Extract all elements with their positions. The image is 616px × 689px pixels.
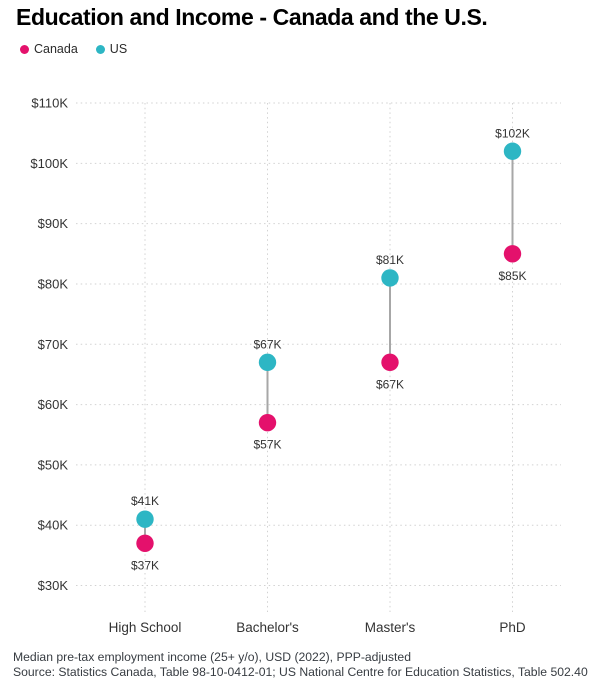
dumbbell-chart: $110K $100K $90K $80K $70K $60K $50K $40K $30K Hi… — [0, 80, 616, 645]
legend-item-us[interactable]: US — [95, 42, 128, 56]
x-category-label-high-school: High School — [109, 620, 182, 635]
footnote-measure: Median pre-tax employment income (25+ y/… — [13, 650, 411, 664]
y-tick-label: $30K — [38, 578, 69, 593]
dot-canada-high-school[interactable] — [136, 534, 154, 552]
value-label-us-bachelor-s: $67K — [253, 337, 281, 351]
y-tick-label: $110K — [31, 96, 68, 111]
x-category-label-bachelor-s: Bachelor's — [236, 620, 299, 635]
dot-us-bachelor-s[interactable] — [258, 353, 277, 372]
legend-label-canada: Canada — [34, 42, 78, 56]
y-tick-label: $70K — [38, 337, 69, 352]
value-label-us-high-school: $41K — [131, 494, 159, 508]
dot-us-high-school[interactable] — [136, 510, 154, 528]
dot-canada-phd[interactable] — [503, 245, 522, 263]
value-label-canada-master-s: $67K — [376, 377, 404, 391]
y-tick-label: $100K — [30, 156, 68, 171]
footnote-source: Source: Statistics Canada, Table 98-10-0… — [13, 664, 588, 679]
value-label-us-master-s: $81K — [376, 253, 404, 267]
value-label-us-phd: $102K — [495, 126, 530, 140]
legend-dot-canada-icon — [20, 44, 29, 54]
x-category-label-phd: PhD — [499, 620, 526, 635]
value-label-canada-bachelor-s: $57K — [253, 438, 281, 452]
chart-canvas: $110K $100K $90K $80K $70K $60K $50K $40K $30K Hi… — [30, 96, 561, 635]
value-label-canada-high-school: $37K — [131, 558, 159, 572]
legend-item-canada[interactable]: Canada — [20, 42, 78, 56]
chart-title: Education and Income - Canada and the U.… — [16, 4, 488, 30]
y-tick-label: $40K — [38, 518, 69, 533]
legend-dot-us-icon — [95, 44, 105, 54]
x-category-label-master-s: Master's — [365, 620, 416, 635]
legend: Canada US — [20, 42, 127, 56]
chart-footnote: Median pre-tax employment income (25+ y/… — [13, 650, 588, 679]
value-label-canada-phd: $85K — [498, 269, 526, 283]
y-tick-label: $50K — [38, 457, 69, 472]
legend-label-us: US — [109, 42, 128, 56]
y-tick-label: $80K — [38, 276, 69, 291]
dot-us-phd[interactable] — [503, 142, 522, 160]
dot-canada-bachelor-s[interactable] — [258, 413, 277, 432]
dot-us-master-s[interactable] — [381, 269, 399, 287]
dot-canada-master-s[interactable] — [381, 353, 399, 372]
y-tick-label: $60K — [38, 397, 69, 412]
y-tick-label: $90K — [38, 216, 69, 231]
